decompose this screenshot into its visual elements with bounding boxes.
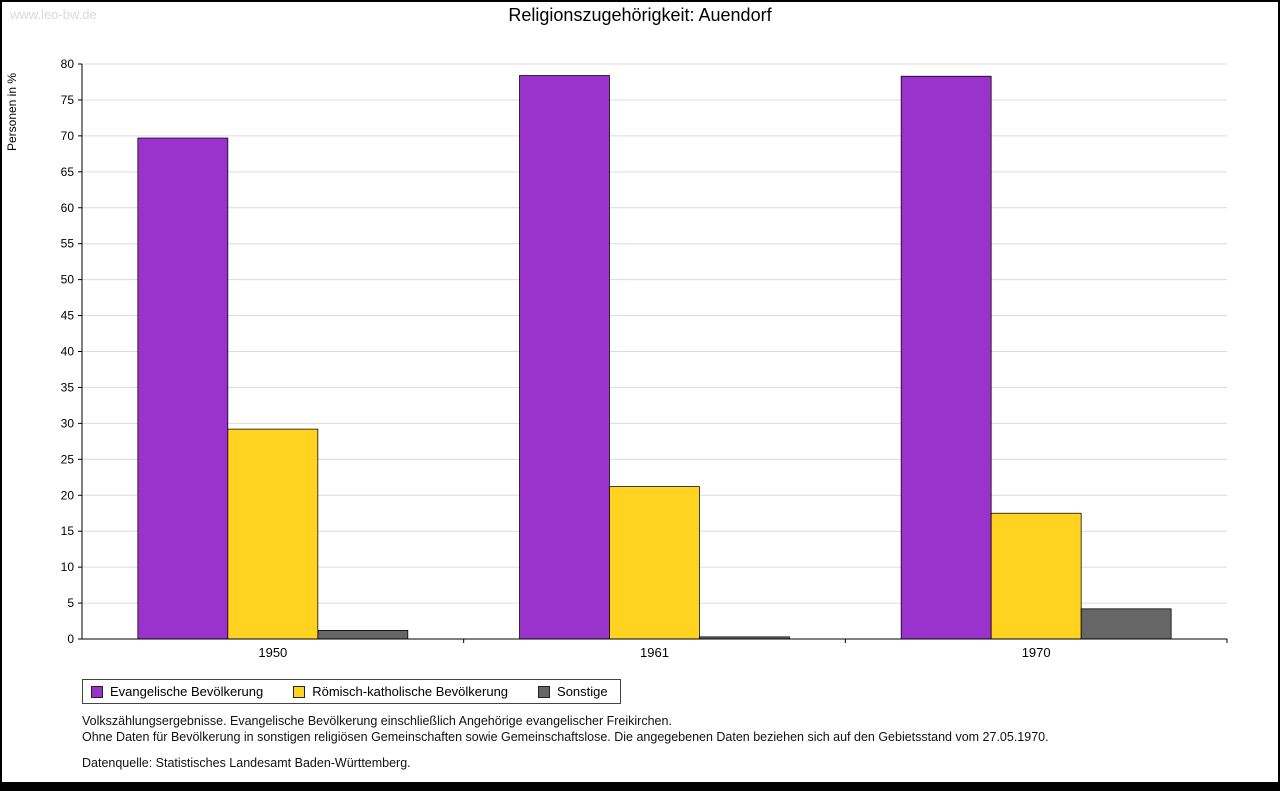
legend-label: Sonstige bbox=[557, 684, 608, 699]
y-tick-label: 70 bbox=[61, 129, 75, 143]
legend-swatch bbox=[538, 685, 551, 698]
legend-item: Sonstige bbox=[538, 684, 608, 699]
y-tick-label: 65 bbox=[61, 165, 75, 179]
bar bbox=[317, 630, 409, 640]
legend-swatch bbox=[293, 685, 306, 698]
legend-swatch bbox=[91, 685, 103, 698]
y-tick-label: 25 bbox=[61, 452, 75, 466]
bar bbox=[1080, 608, 1172, 640]
footnote-line-2: Ohne Daten für Bevölkerung in sonstigen … bbox=[82, 730, 1049, 744]
y-tick-label: 5 bbox=[67, 596, 74, 610]
y-tick-label: 30 bbox=[61, 416, 75, 430]
chart-title: Religionszugehörigkeit: Auendorf bbox=[508, 5, 772, 25]
y-tick-label: 15 bbox=[61, 524, 75, 538]
legend: Evangelische Bevölkerung Römisch-katholis… bbox=[82, 679, 621, 704]
bar bbox=[227, 428, 319, 640]
source-note: Datenquelle: Statistisches Landesamt Bad… bbox=[82, 756, 411, 770]
y-tick-label: 50 bbox=[61, 273, 75, 287]
x-category-label: 1970 bbox=[1022, 645, 1051, 660]
footnotes: Volkszählungsergebnisse. Evangelische Be… bbox=[82, 713, 1238, 771]
footnote-line-1: Volkszählungsergebnisse. Evangelische Be… bbox=[82, 714, 672, 728]
x-category-label: 1950 bbox=[258, 645, 287, 660]
y-tick-label: 35 bbox=[61, 380, 75, 394]
bar bbox=[137, 137, 229, 640]
legend-item: Evangelische Bevölkerung bbox=[91, 684, 263, 699]
legend-label: Römisch-katholische Bevölkerung bbox=[312, 684, 509, 699]
y-tick-label: 80 bbox=[61, 57, 75, 71]
y-tick-label: 40 bbox=[61, 345, 75, 359]
bar bbox=[990, 512, 1082, 640]
y-tick-label: 45 bbox=[61, 309, 75, 323]
y-tick-label: 75 bbox=[61, 93, 75, 107]
y-axis-title: Personen in % bbox=[5, 73, 19, 151]
y-tick-label: 20 bbox=[61, 488, 75, 502]
x-category-label: 1961 bbox=[640, 645, 669, 660]
bar-chart: 0 5 10 15 20 25 30 35 40 45 50 55 60 65 70 75 80 1950 1961… bbox=[5, 57, 1228, 660]
legend-item: Römisch-katholische Bevölkerung bbox=[293, 684, 508, 699]
y-tick-label: 60 bbox=[61, 201, 75, 215]
y-tick-label: 55 bbox=[61, 237, 75, 251]
watermark: www.leo-bw.de bbox=[10, 7, 97, 22]
bar bbox=[519, 75, 610, 640]
legend-label: Evangelische Bevölkerung bbox=[110, 684, 264, 699]
bar bbox=[609, 486, 700, 640]
y-tick-label: 10 bbox=[61, 560, 75, 574]
bar bbox=[900, 75, 992, 640]
y-tick-label: 0 bbox=[67, 632, 74, 646]
